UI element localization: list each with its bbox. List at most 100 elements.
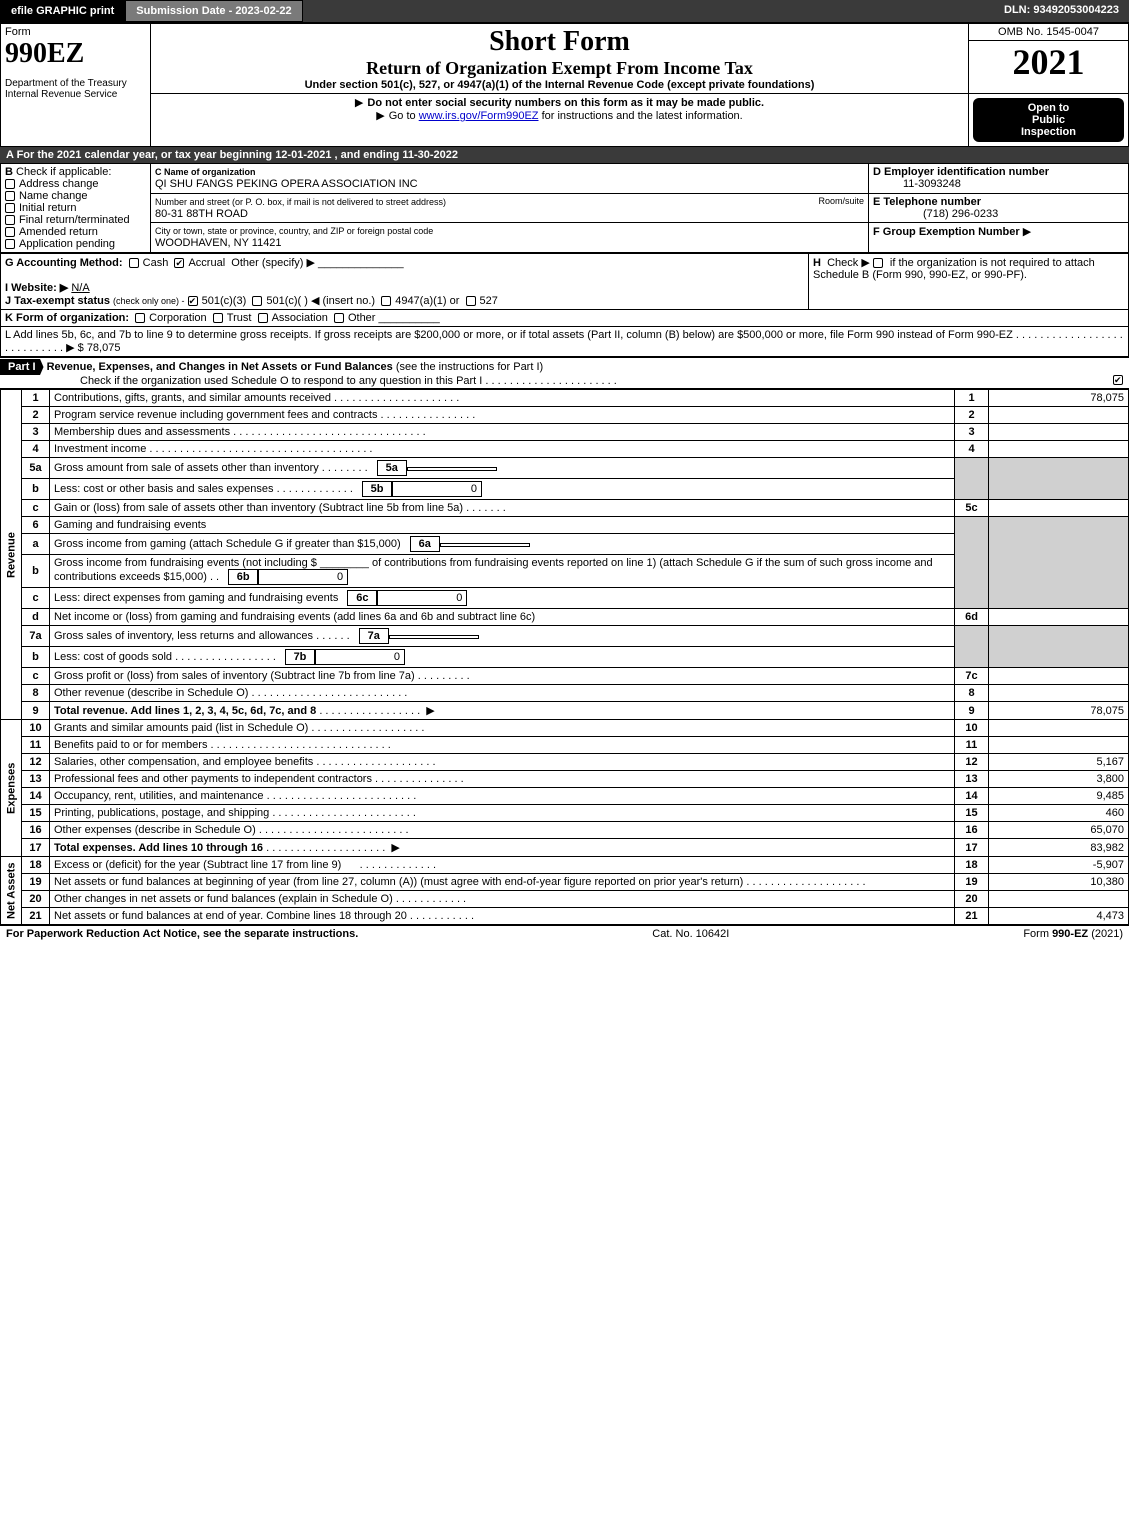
checkbox-final-return[interactable] <box>5 215 15 225</box>
checkbox-initial-return[interactable] <box>5 203 15 213</box>
checkbox-accrual[interactable] <box>174 258 184 268</box>
opt-name-change: Name change <box>19 190 88 202</box>
checkbox-application-pending[interactable] <box>5 239 15 249</box>
line5b-subval: 0 <box>392 481 482 497</box>
line9-text: Total revenue. Add lines 1, 2, 3, 4, 5c,… <box>50 702 955 720</box>
checkbox-cash[interactable] <box>129 258 139 268</box>
line20-amt <box>989 891 1129 908</box>
line8-ref: 8 <box>955 685 989 702</box>
line5c-ref: 5c <box>955 500 989 517</box>
line5a-text: Gross amount from sale of assets other t… <box>50 458 955 479</box>
no-ssn-warning: Do not enter social security numbers on … <box>155 96 964 109</box>
line2-num: 2 <box>22 407 50 424</box>
section-j-small: (check only one) - <box>113 296 185 306</box>
opt-trust: Trust <box>227 312 252 324</box>
line2-ref: 2 <box>955 407 989 424</box>
website-value: N/A <box>71 282 89 294</box>
line2-amt <box>989 407 1129 424</box>
irs-link[interactable]: www.irs.gov/Form990EZ <box>419 110 539 122</box>
line4-amt <box>989 441 1129 458</box>
line6-text: Gaming and fundraising events <box>50 517 955 534</box>
checkbox-part1-scheduleo[interactable] <box>1113 375 1123 385</box>
street-value: 80-31 88TH ROAD <box>155 208 248 220</box>
line6a-text: Gross income from gaming (attach Schedul… <box>50 534 955 555</box>
opt-amended-return: Amended return <box>19 226 98 238</box>
opt-527: 527 <box>480 295 498 307</box>
section-k-label: K Form of organization: <box>5 312 129 324</box>
part1-table: Revenue 1 Contributions, gifts, grants, … <box>0 389 1129 925</box>
line5b-text: Less: cost or other basis and sales expe… <box>50 479 955 500</box>
section-f-label: F Group Exemption Number <box>873 226 1020 238</box>
line5a-subref: 5a <box>377 460 407 476</box>
section-f-arrow: ▶ <box>1023 226 1031 238</box>
checkbox-address-change[interactable] <box>5 179 15 189</box>
line20-ref: 20 <box>955 891 989 908</box>
line7b-num: b <box>22 647 50 668</box>
line18-amt: -5,907 <box>989 857 1129 874</box>
tax-year: 2021 <box>969 41 1128 83</box>
checkbox-527[interactable] <box>466 296 476 306</box>
line14-num: 14 <box>22 788 50 805</box>
line7a-num: 7a <box>22 626 50 647</box>
line4-text: Investment income . . . . . . . . . . . … <box>50 441 955 458</box>
line3-ref: 3 <box>955 424 989 441</box>
line8-num: 8 <box>22 685 50 702</box>
line16-num: 16 <box>22 822 50 839</box>
line7b-text: Less: cost of goods sold . . . . . . . .… <box>50 647 955 668</box>
checkbox-association[interactable] <box>258 313 268 323</box>
checkbox-501c3[interactable] <box>188 296 198 306</box>
part1-bar: Part I <box>0 359 44 375</box>
checkbox-name-change[interactable] <box>5 191 15 201</box>
line13-text: Professional fees and other payments to … <box>50 771 955 788</box>
line15-ref: 15 <box>955 805 989 822</box>
opt-final-return: Final return/terminated <box>19 214 130 226</box>
line3-text: Membership dues and assessments . . . . … <box>50 424 955 441</box>
line20-text: Other changes in net assets or fund bala… <box>50 891 955 908</box>
org-name: QI SHU FANGS PEKING OPERA ASSOCIATION IN… <box>155 178 418 190</box>
checkbox-amended-return[interactable] <box>5 227 15 237</box>
goto-line: Go to www.irs.gov/Form990EZ for instruct… <box>155 109 964 122</box>
line6d-text: Net income or (loss) from gaming and fun… <box>50 609 955 626</box>
expenses-vlabel: Expenses <box>1 720 22 857</box>
checkbox-501c[interactable] <box>252 296 262 306</box>
checkbox-4947a1[interactable] <box>381 296 391 306</box>
line3-num: 3 <box>22 424 50 441</box>
line12-text: Salaries, other compensation, and employ… <box>50 754 955 771</box>
section-g-label: G Accounting Method: <box>5 257 123 269</box>
line4-ref: 4 <box>955 441 989 458</box>
line4-num: 4 <box>22 441 50 458</box>
line5c-text: Gain or (loss) from sale of assets other… <box>50 500 955 517</box>
line7c-ref: 7c <box>955 668 989 685</box>
line7a-subval <box>389 635 479 639</box>
opt-other-specify: Other (specify) ▶ <box>231 257 315 269</box>
line20-num: 20 <box>22 891 50 908</box>
line11-text: Benefits paid to or for members . . . . … <box>50 737 955 754</box>
line17-text: Total expenses. Add lines 10 through 16 … <box>50 839 955 857</box>
street-label: Number and street (or P. O. box, if mail… <box>155 197 446 207</box>
line11-num: 11 <box>22 737 50 754</box>
opt-corporation: Corporation <box>149 312 206 324</box>
efile-print-button[interactable]: efile GRAPHIC print <box>0 0 125 22</box>
line16-ref: 16 <box>955 822 989 839</box>
checkbox-other-org[interactable] <box>334 313 344 323</box>
line21-text: Net assets or fund balances at end of ye… <box>50 908 955 925</box>
line12-ref: 12 <box>955 754 989 771</box>
line5c-num: c <box>22 500 50 517</box>
line7b-subref: 7b <box>285 649 315 665</box>
part1-checkline: Check if the organization used Schedule … <box>0 375 482 387</box>
checkbox-scheduleb[interactable] <box>873 258 883 268</box>
section-e-label: E Telephone number <box>873 196 981 208</box>
checkbox-corporation[interactable] <box>135 313 145 323</box>
line7a-text: Gross sales of inventory, less returns a… <box>50 626 955 647</box>
line15-num: 15 <box>22 805 50 822</box>
checkbox-trust[interactable] <box>213 313 223 323</box>
line15-text: Printing, publications, postage, and shi… <box>50 805 955 822</box>
section-h-check: Check ▶ <box>827 257 873 269</box>
footer-left: For Paperwork Reduction Act Notice, see … <box>6 928 358 940</box>
footer-right: Form 990-EZ (2021) <box>1023 928 1123 940</box>
section-l-text: L Add lines 5b, 6c, and 7b to line 9 to … <box>5 329 1013 341</box>
section-j-label: J Tax-exempt status <box>5 295 110 307</box>
opt-501c: 501(c)( ) ◀ (insert no.) <box>266 295 375 307</box>
line17-ref: 17 <box>955 839 989 857</box>
page-footer: For Paperwork Reduction Act Notice, see … <box>0 925 1129 942</box>
